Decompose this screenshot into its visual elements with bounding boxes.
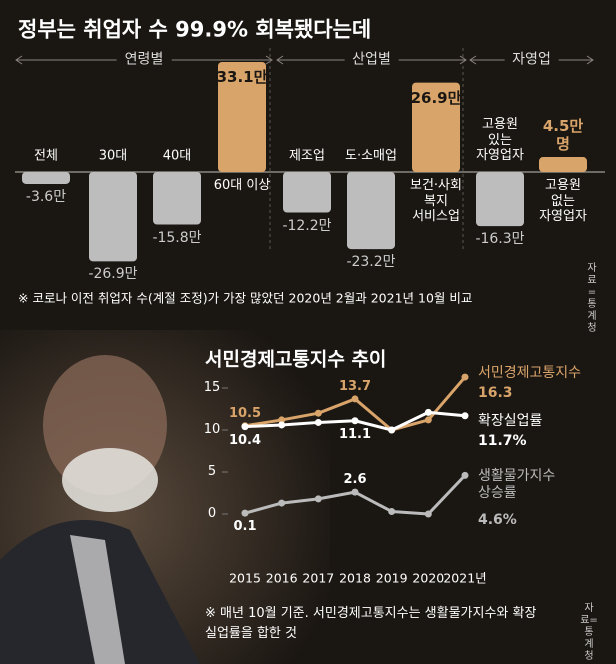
point	[351, 417, 359, 425]
x-tick-label: 2016	[265, 570, 298, 586]
bar	[153, 172, 201, 225]
point	[314, 418, 322, 426]
x-tick-label: 2017	[302, 570, 335, 586]
category-label: 60대 이상	[213, 178, 271, 193]
category-label: 전체	[34, 148, 58, 164]
value-label: 4.6%	[478, 512, 517, 528]
bar	[22, 172, 70, 184]
x-tick-label: 2019	[375, 570, 408, 586]
y-tick-label: 0	[207, 506, 217, 522]
group-label: 자영업	[504, 51, 559, 69]
bracket-arrow	[15, 55, 273, 65]
group-label: 연령별	[116, 51, 172, 69]
category-label: 30대	[98, 148, 128, 164]
point	[278, 416, 286, 424]
value-label: -23.2만	[346, 254, 396, 271]
y-tick-label: 5	[207, 464, 217, 480]
value-label: -16.3만	[475, 231, 525, 248]
point	[351, 395, 359, 403]
point	[314, 495, 322, 503]
point	[388, 426, 396, 434]
point	[461, 412, 469, 420]
footnote: ※ 매년 10월 기준. 서민경제고통지수는 생활물가지수와 확장 실업률을 합…	[205, 606, 537, 641]
value-label: 10.4	[228, 432, 262, 448]
bar	[89, 172, 137, 262]
x-tick-label: 2021년	[443, 570, 487, 586]
point	[351, 488, 359, 496]
bracket-arrow	[276, 55, 467, 65]
bar	[218, 62, 266, 172]
value-label: 33.1만	[216, 68, 268, 86]
value-label: 11.1	[338, 426, 372, 442]
point	[388, 507, 396, 515]
value-label: 11.7%	[478, 433, 527, 449]
bracket-arrow	[469, 55, 594, 65]
category-label: 도·소매업	[345, 148, 397, 164]
category-label: 제조업	[289, 148, 325, 164]
value-label: 4.5만명	[542, 117, 584, 154]
value-label: 0.1	[233, 519, 257, 535]
source: 자료=통계청	[587, 263, 597, 334]
value-label: -12.2만	[282, 217, 332, 234]
value-label: 2.6	[343, 472, 367, 488]
point	[314, 409, 322, 417]
point	[424, 510, 432, 518]
category-label: 40대	[162, 148, 192, 164]
point	[424, 408, 432, 416]
point	[278, 499, 286, 507]
legend-label: 확장실업률	[478, 413, 543, 429]
value-label: 26.9만	[410, 88, 462, 107]
value-label: 16.3	[478, 385, 513, 401]
point	[424, 416, 432, 424]
source: 자료=통계청	[580, 603, 598, 662]
photo-mask	[62, 448, 158, 512]
y-tick-label: 15	[203, 380, 221, 396]
point	[461, 471, 469, 479]
x-tick-label: 2015	[229, 570, 261, 586]
y-tick-label: 10	[203, 422, 221, 438]
category-label: 고용원 없는 자영업자	[539, 178, 587, 225]
group-label: 산업별	[344, 51, 399, 69]
category-label: 보건·사회 복지 서비스업	[410, 178, 462, 225]
point	[278, 421, 286, 429]
bar	[347, 172, 395, 250]
value-label: -26.9만	[88, 266, 138, 283]
photo-shirt	[70, 535, 125, 664]
value-label: -3.6만	[25, 188, 67, 205]
value-label: -15.8만	[152, 229, 202, 246]
x-tick-label: 2020	[412, 570, 445, 586]
chart-title: 정부는 취업자 수 99.9% 회복됐다는데	[18, 17, 372, 42]
legend-label: 서민경제고통지수	[478, 365, 582, 381]
value-label: 10.5	[228, 406, 262, 421]
bar	[539, 157, 587, 172]
bar	[412, 82, 460, 172]
point	[461, 373, 469, 381]
bar	[476, 172, 524, 227]
value-label: 13.7	[338, 379, 372, 395]
footnote: ※ 코로나 이전 취업자 수(계절 조정)가 가장 많았던 2020년 2월과 …	[18, 290, 473, 306]
bar	[283, 172, 331, 213]
legend-label: 생활물가지수 상승률	[478, 468, 556, 501]
chart-title: 서민경제고통지수 추이	[205, 348, 387, 371]
point	[241, 423, 249, 431]
point	[241, 509, 249, 517]
category-label: 고용원 있는 자영업자	[476, 117, 524, 164]
x-tick-label: 2018	[339, 570, 371, 586]
